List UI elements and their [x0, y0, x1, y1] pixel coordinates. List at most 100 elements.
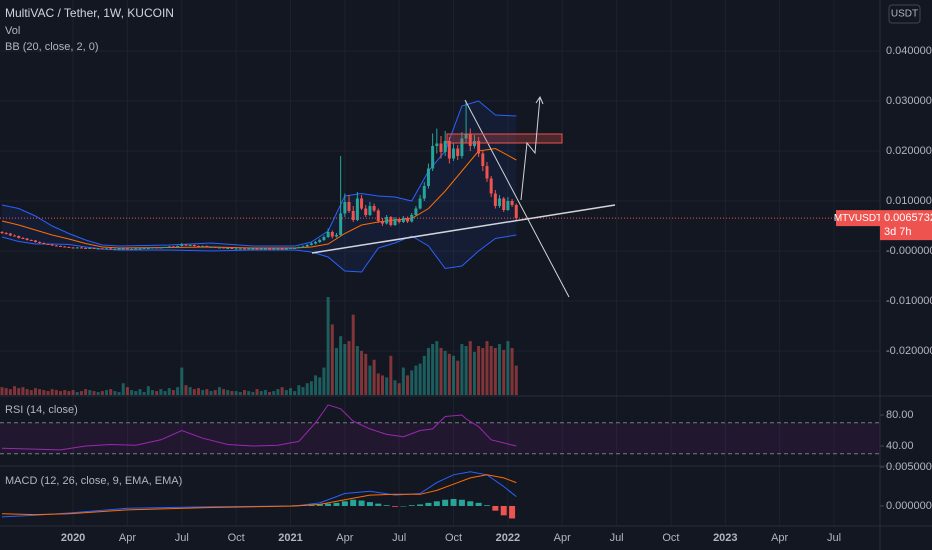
candle-body	[155, 247, 159, 249]
volume-bar	[347, 341, 351, 395]
candle-body	[339, 213, 343, 235]
volume-bar	[121, 383, 125, 395]
volume-bar	[159, 389, 163, 395]
volume-bar	[339, 336, 343, 395]
macd-histogram-bar	[475, 502, 482, 506]
volume-bar	[205, 389, 209, 395]
volume-bar	[188, 387, 192, 395]
candle-body	[146, 248, 150, 249]
candle-body	[96, 248, 100, 250]
candle-body	[222, 247, 226, 249]
volume-bar	[151, 390, 155, 395]
volume-bar	[130, 390, 134, 395]
legend-label: BB (20, close, 2, 0)	[5, 41, 99, 53]
candle-body	[201, 246, 205, 247]
volume-bar	[514, 365, 518, 395]
candle-body	[351, 211, 355, 220]
candle-body	[138, 248, 142, 250]
macd-histogram-bar	[325, 503, 332, 506]
candle-body	[318, 240, 322, 242]
volume-bar	[67, 391, 71, 395]
volume-bar	[452, 355, 456, 395]
currency-button[interactable]	[888, 4, 921, 24]
volume-bar	[385, 377, 389, 395]
volume-bar	[489, 346, 493, 395]
candle-body	[276, 248, 280, 250]
macd-histogram-bar	[500, 505, 507, 516]
macd-histogram-bar	[400, 505, 407, 507]
candle-body	[301, 246, 305, 248]
candle-body	[397, 219, 401, 222]
volume-bar	[146, 386, 150, 395]
candle-body	[209, 247, 213, 248]
candle-body	[443, 141, 447, 152]
candle-body	[259, 248, 263, 250]
price-label: 0.0065732	[884, 212, 932, 224]
volume-bar	[422, 355, 426, 395]
candle-body	[334, 235, 338, 237]
volume-bar	[502, 349, 506, 395]
y-tick-label: -0.0100000	[886, 295, 932, 307]
volume-bar	[493, 347, 497, 395]
volume-bar	[222, 389, 226, 395]
candle-body	[29, 240, 33, 241]
volume-bar	[88, 390, 92, 395]
volume-bar	[364, 353, 368, 395]
candle-body	[213, 247, 217, 248]
volume-bar	[92, 391, 96, 395]
x-tick-label: Apr	[336, 532, 353, 544]
currency-label[interactable]: USDT	[891, 9, 918, 20]
x-tick-label: Jul	[610, 532, 624, 544]
trend-line	[311, 204, 616, 254]
candle-body	[184, 244, 188, 246]
rsi-band	[0, 422, 880, 454]
volume-bar	[125, 387, 129, 395]
volume-bar	[238, 392, 242, 395]
candle-body	[481, 153, 485, 166]
volume-bar	[485, 341, 489, 395]
legend-label: Vol	[5, 25, 20, 37]
volume-bar	[447, 353, 451, 395]
volume-bar	[217, 387, 221, 395]
signal-line	[1, 474, 517, 516]
candle-body	[372, 206, 376, 211]
volume-bar	[439, 347, 443, 395]
candle-body	[21, 238, 25, 239]
candle-body	[63, 246, 67, 248]
volume-bar	[426, 347, 430, 395]
bb-lower	[1, 234, 517, 273]
volume-bar	[38, 389, 42, 395]
volume-bar	[109, 389, 113, 395]
candle-body	[71, 247, 75, 249]
volume-bar	[410, 370, 414, 395]
volume-bar	[380, 375, 384, 395]
volume-bar	[213, 390, 217, 395]
candle-body	[234, 248, 238, 250]
volume-bar	[280, 387, 284, 395]
volume-bar	[263, 390, 267, 395]
candle-body	[489, 178, 493, 194]
volume-bar	[17, 388, 21, 395]
volume-bar	[355, 346, 359, 395]
candle-body	[176, 246, 180, 247]
candle-body	[46, 244, 50, 245]
volume-bar	[272, 391, 276, 395]
candle-body	[272, 248, 276, 250]
candle-body	[422, 186, 426, 199]
x-tick-label: 2023	[713, 532, 737, 544]
candle-body	[130, 249, 134, 250]
candle-body	[376, 210, 380, 221]
candle-body	[230, 248, 234, 249]
candle-body	[364, 208, 368, 215]
volume-bar	[171, 390, 175, 395]
candle-body	[226, 248, 230, 249]
countdown-label: 3d 7h	[884, 226, 912, 238]
candle-body	[493, 193, 497, 206]
candle-body	[92, 248, 96, 249]
arrow-head	[535, 95, 544, 105]
candle-body	[263, 248, 267, 250]
candle-body	[343, 202, 347, 214]
candle-body	[192, 245, 196, 246]
volume-bar	[13, 386, 17, 395]
